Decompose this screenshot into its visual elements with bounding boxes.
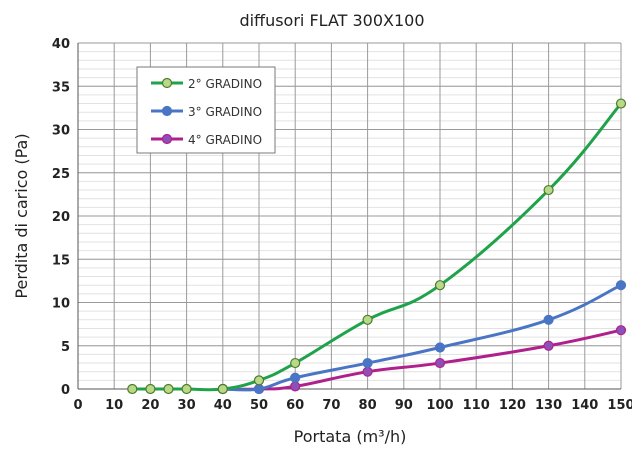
x-tick-label: 60 <box>286 398 304 413</box>
x-tick-label: 0 <box>73 398 82 413</box>
y-tick-label: 25 <box>52 167 70 182</box>
series-layer <box>127 98 627 395</box>
data-point <box>127 383 138 395</box>
legend-item: 3° GRADINO <box>151 105 262 119</box>
legend-label: 4° GRADINO <box>188 133 262 147</box>
y-tick-label: 15 <box>52 253 70 268</box>
legend-label: 2° GRADINO <box>188 77 262 91</box>
data-point <box>290 381 301 392</box>
x-tick-label: 90 <box>395 398 413 413</box>
x-tick-label: 150 <box>607 398 632 413</box>
legend-label: 3° GRADINO <box>188 105 262 119</box>
y-tick-label: 5 <box>61 340 70 355</box>
x-tick-label: 110 <box>463 398 490 413</box>
x-tick-label: 30 <box>178 398 196 413</box>
data-point <box>253 375 265 386</box>
data-point <box>434 342 446 353</box>
data-point <box>290 357 301 369</box>
data-point <box>543 184 554 196</box>
x-tick-label: 100 <box>426 398 453 413</box>
x-tick-label: 80 <box>359 398 377 413</box>
x-tick-label: 130 <box>535 398 562 413</box>
chart-title: diffusori FLAT 300X100 <box>239 11 424 30</box>
data-point <box>615 98 627 109</box>
data-point <box>362 357 373 369</box>
x-tick-label: 120 <box>499 398 526 413</box>
x-axis-label: Portata (m³/h) <box>294 427 407 446</box>
y-tick-label: 0 <box>61 383 70 398</box>
y-tick-label: 30 <box>52 124 70 139</box>
data-point <box>362 366 373 377</box>
legend: 2° GRADINO 3° GRADINO 4° GRADINO <box>136 66 276 154</box>
y-tick-label: 40 <box>52 37 70 52</box>
data-point <box>217 383 228 395</box>
data-point <box>145 383 156 395</box>
data-point <box>543 314 554 325</box>
legend-item: 4° GRADINO <box>151 133 262 147</box>
legend-marker <box>161 77 173 89</box>
data-point <box>434 280 446 291</box>
legend-marker <box>161 105 173 117</box>
x-tick-label: 40 <box>214 398 232 413</box>
x-tick-label: 50 <box>250 398 268 413</box>
data-point <box>253 383 265 395</box>
y-axis-label: Perdita di carico (Pa) <box>12 133 31 298</box>
y-tick-label: 35 <box>52 80 70 95</box>
x-tick-label: 70 <box>322 398 340 413</box>
data-point <box>181 383 192 395</box>
x-tick-label: 10 <box>105 398 123 413</box>
data-point <box>615 325 627 336</box>
data-point <box>290 372 301 383</box>
data-point <box>434 357 446 369</box>
data-point <box>615 280 627 291</box>
data-point <box>543 340 554 351</box>
x-tick-label: 140 <box>571 398 598 413</box>
data-point <box>163 383 174 395</box>
series-1 <box>127 98 627 395</box>
y-tick-label: 20 <box>52 210 70 225</box>
tick-labels: 0 10 20 30 40 50 60 70 80 90 100 110 120 130 140 150 0 5 1… <box>52 37 632 413</box>
data-point <box>362 314 373 325</box>
legend-item: 2° GRADINO <box>151 77 262 91</box>
x-tick-label: 20 <box>141 398 159 413</box>
y-tick-label: 10 <box>52 297 70 312</box>
legend-marker <box>161 133 173 145</box>
